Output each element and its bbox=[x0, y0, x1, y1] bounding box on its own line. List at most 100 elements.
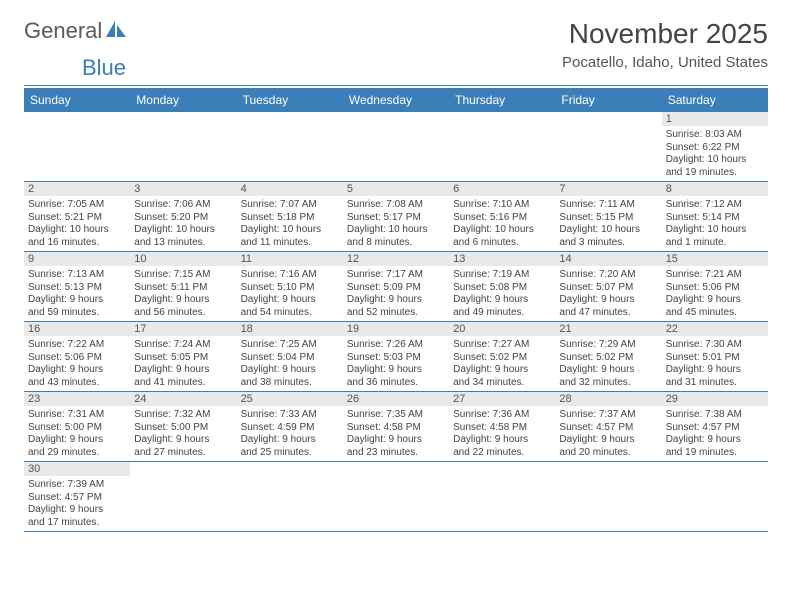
day-header: Saturday bbox=[662, 88, 768, 112]
calendar-row: 2Sunrise: 7:05 AMSunset: 5:21 PMDaylight… bbox=[24, 182, 768, 252]
sunset: Sunset: 5:03 PM bbox=[347, 352, 445, 365]
daylight-2: and 56 minutes. bbox=[134, 307, 232, 320]
sunrise: Sunrise: 7:07 AM bbox=[241, 199, 339, 212]
day-number: 7 bbox=[555, 182, 661, 196]
daylight-2: and 49 minutes. bbox=[453, 307, 551, 320]
day-details: Sunrise: 7:38 AMSunset: 4:57 PMDaylight:… bbox=[662, 407, 768, 461]
daylight-1: Daylight: 9 hours bbox=[666, 294, 764, 307]
empty-cell bbox=[555, 462, 661, 532]
daylight-2: and 3 minutes. bbox=[559, 237, 657, 250]
day-number: 6 bbox=[449, 182, 555, 196]
calendar-cell: 5Sunrise: 7:08 AMSunset: 5:17 PMDaylight… bbox=[343, 182, 449, 252]
daylight-1: Daylight: 9 hours bbox=[453, 364, 551, 377]
day-details: Sunrise: 7:37 AMSunset: 4:57 PMDaylight:… bbox=[555, 407, 661, 461]
day-details: Sunrise: 7:17 AMSunset: 5:09 PMDaylight:… bbox=[343, 267, 449, 321]
empty-cell bbox=[555, 112, 661, 182]
calendar-cell: 21Sunrise: 7:29 AMSunset: 5:02 PMDayligh… bbox=[555, 322, 661, 392]
calendar-cell: 28Sunrise: 7:37 AMSunset: 4:57 PMDayligh… bbox=[555, 392, 661, 462]
day-details: Sunrise: 7:26 AMSunset: 5:03 PMDaylight:… bbox=[343, 337, 449, 391]
calendar-cell: 13Sunrise: 7:19 AMSunset: 5:08 PMDayligh… bbox=[449, 252, 555, 322]
empty-cell bbox=[130, 462, 236, 532]
page: General November 2025 Pocatello, Idaho, … bbox=[0, 0, 792, 550]
calendar-cell: 3Sunrise: 7:06 AMSunset: 5:20 PMDaylight… bbox=[130, 182, 236, 252]
daylight-1: Daylight: 10 hours bbox=[347, 224, 445, 237]
calendar-cell: 14Sunrise: 7:20 AMSunset: 5:07 PMDayligh… bbox=[555, 252, 661, 322]
day-number: 24 bbox=[130, 392, 236, 406]
daylight-2: and 31 minutes. bbox=[666, 377, 764, 390]
day-details: Sunrise: 7:07 AMSunset: 5:18 PMDaylight:… bbox=[237, 197, 343, 251]
empty-cell bbox=[343, 112, 449, 182]
sunset: Sunset: 5:05 PM bbox=[134, 352, 232, 365]
day-details: Sunrise: 7:36 AMSunset: 4:58 PMDaylight:… bbox=[449, 407, 555, 461]
day-number: 14 bbox=[555, 252, 661, 266]
daylight-2: and 6 minutes. bbox=[453, 237, 551, 250]
day-number: 17 bbox=[130, 322, 236, 336]
calendar-cell: 24Sunrise: 7:32 AMSunset: 5:00 PMDayligh… bbox=[130, 392, 236, 462]
sunset: Sunset: 5:00 PM bbox=[134, 422, 232, 435]
calendar-cell: 15Sunrise: 7:21 AMSunset: 5:06 PMDayligh… bbox=[662, 252, 768, 322]
sunset: Sunset: 4:57 PM bbox=[666, 422, 764, 435]
day-number: 5 bbox=[343, 182, 449, 196]
day-details: Sunrise: 7:24 AMSunset: 5:05 PMDaylight:… bbox=[130, 337, 236, 391]
day-details: Sunrise: 7:12 AMSunset: 5:14 PMDaylight:… bbox=[662, 197, 768, 251]
sunrise: Sunrise: 7:06 AM bbox=[134, 199, 232, 212]
daylight-2: and 13 minutes. bbox=[134, 237, 232, 250]
day-header: Friday bbox=[555, 88, 661, 112]
calendar-cell: 23Sunrise: 7:31 AMSunset: 5:00 PMDayligh… bbox=[24, 392, 130, 462]
daylight-2: and 17 minutes. bbox=[28, 517, 126, 530]
empty-cell bbox=[449, 112, 555, 182]
day-number: 29 bbox=[662, 392, 768, 406]
day-number: 10 bbox=[130, 252, 236, 266]
daylight-1: Daylight: 10 hours bbox=[559, 224, 657, 237]
sunrise: Sunrise: 7:29 AM bbox=[559, 339, 657, 352]
sunset: Sunset: 5:16 PM bbox=[453, 212, 551, 225]
day-number: 2 bbox=[24, 182, 130, 196]
sunset: Sunset: 5:14 PM bbox=[666, 212, 764, 225]
daylight-1: Daylight: 9 hours bbox=[134, 364, 232, 377]
title-block: November 2025 Pocatello, Idaho, United S… bbox=[562, 18, 768, 71]
day-number: 1 bbox=[662, 112, 768, 126]
daylight-1: Daylight: 10 hours bbox=[241, 224, 339, 237]
calendar-cell: 1Sunrise: 8:03 AMSunset: 6:22 PMDaylight… bbox=[662, 112, 768, 182]
sunset: Sunset: 5:09 PM bbox=[347, 282, 445, 295]
day-details: Sunrise: 7:33 AMSunset: 4:59 PMDaylight:… bbox=[237, 407, 343, 461]
sunrise: Sunrise: 7:30 AM bbox=[666, 339, 764, 352]
calendar-cell: 20Sunrise: 7:27 AMSunset: 5:02 PMDayligh… bbox=[449, 322, 555, 392]
day-number: 16 bbox=[24, 322, 130, 336]
sunset: Sunset: 5:04 PM bbox=[241, 352, 339, 365]
day-number: 18 bbox=[237, 322, 343, 336]
daylight-1: Daylight: 9 hours bbox=[241, 294, 339, 307]
day-number: 21 bbox=[555, 322, 661, 336]
daylight-2: and 11 minutes. bbox=[241, 237, 339, 250]
calendar-cell: 6Sunrise: 7:10 AMSunset: 5:16 PMDaylight… bbox=[449, 182, 555, 252]
day-number: 13 bbox=[449, 252, 555, 266]
daylight-2: and 23 minutes. bbox=[347, 447, 445, 460]
day-details: Sunrise: 7:20 AMSunset: 5:07 PMDaylight:… bbox=[555, 267, 661, 321]
daylight-2: and 32 minutes. bbox=[559, 377, 657, 390]
calendar-cell: 2Sunrise: 7:05 AMSunset: 5:21 PMDaylight… bbox=[24, 182, 130, 252]
day-details: Sunrise: 7:25 AMSunset: 5:04 PMDaylight:… bbox=[237, 337, 343, 391]
sunrise: Sunrise: 7:15 AM bbox=[134, 269, 232, 282]
day-number: 27 bbox=[449, 392, 555, 406]
sunrise: Sunrise: 7:38 AM bbox=[666, 409, 764, 422]
calendar-row: 16Sunrise: 7:22 AMSunset: 5:06 PMDayligh… bbox=[24, 322, 768, 392]
daylight-1: Daylight: 9 hours bbox=[28, 294, 126, 307]
daylight-1: Daylight: 9 hours bbox=[347, 434, 445, 447]
day-number: 25 bbox=[237, 392, 343, 406]
day-details: Sunrise: 7:19 AMSunset: 5:08 PMDaylight:… bbox=[449, 267, 555, 321]
calendar-cell: 19Sunrise: 7:26 AMSunset: 5:03 PMDayligh… bbox=[343, 322, 449, 392]
day-number: 30 bbox=[24, 462, 130, 476]
sunset: Sunset: 4:57 PM bbox=[28, 492, 126, 505]
calendar-cell: 17Sunrise: 7:24 AMSunset: 5:05 PMDayligh… bbox=[130, 322, 236, 392]
calendar-cell: 8Sunrise: 7:12 AMSunset: 5:14 PMDaylight… bbox=[662, 182, 768, 252]
day-number: 9 bbox=[24, 252, 130, 266]
day-details: Sunrise: 8:03 AMSunset: 6:22 PMDaylight:… bbox=[662, 127, 768, 181]
day-header: Wednesday bbox=[343, 88, 449, 112]
sunset: Sunset: 5:18 PM bbox=[241, 212, 339, 225]
empty-cell bbox=[130, 112, 236, 182]
daylight-1: Daylight: 9 hours bbox=[28, 434, 126, 447]
daylight-1: Daylight: 9 hours bbox=[559, 364, 657, 377]
daylight-2: and 27 minutes. bbox=[134, 447, 232, 460]
sunset: Sunset: 5:01 PM bbox=[666, 352, 764, 365]
sunrise: Sunrise: 7:37 AM bbox=[559, 409, 657, 422]
